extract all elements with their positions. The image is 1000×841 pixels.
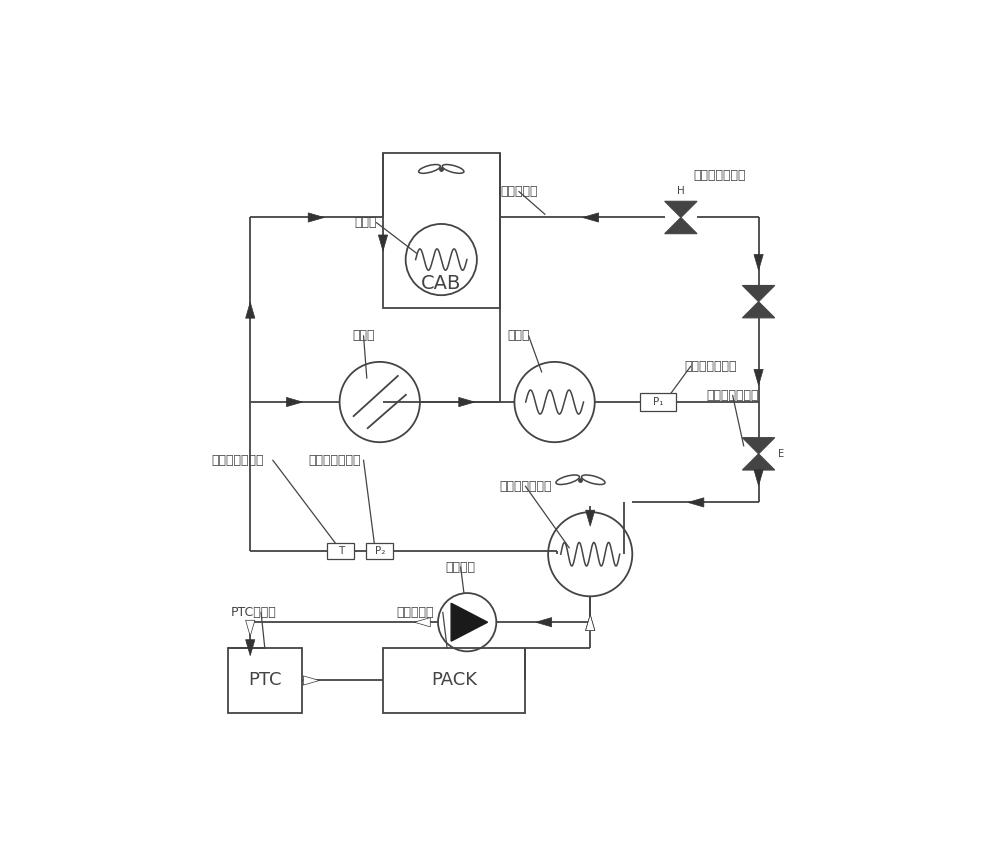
Text: T: T [338,546,344,556]
Text: 动力电池包: 动力电池包 [396,606,433,619]
Polygon shape [303,676,319,685]
Polygon shape [754,254,763,271]
Polygon shape [459,398,475,407]
Polygon shape [286,398,302,407]
Polygon shape [414,617,430,627]
Polygon shape [688,498,704,507]
Text: 蜆发器: 蜆发器 [354,216,377,229]
Polygon shape [451,603,488,641]
Text: E: E [778,449,784,459]
Text: 电子水泵: 电子水泵 [446,561,476,574]
Polygon shape [742,302,775,318]
Polygon shape [665,218,697,234]
Text: 冷媒压力传感器: 冷媒压力传感器 [684,360,737,373]
Polygon shape [536,617,552,627]
Polygon shape [754,369,763,385]
Text: CAB: CAB [421,274,461,293]
Polygon shape [586,615,595,631]
Text: 冷媒电控截止鄀: 冷媒电控截止鄀 [694,169,746,182]
Text: 压缩机: 压缩机 [352,330,375,342]
Text: 热力膨胀阀: 热力膨胀阀 [500,185,538,198]
Text: 冷媒压力传感器: 冷媒压力传感器 [309,454,361,467]
Polygon shape [742,437,775,454]
Text: PACK: PACK [431,671,477,690]
Polygon shape [246,302,255,318]
Polygon shape [586,510,595,526]
Polygon shape [754,470,763,486]
Polygon shape [246,621,255,637]
Polygon shape [378,235,388,251]
Polygon shape [583,213,599,222]
Text: 电池冷却换热器: 电池冷却换热器 [499,479,552,493]
Text: P₂: P₂ [375,546,385,556]
Polygon shape [246,640,255,656]
Text: 冷媒温度传感器: 冷媒温度传感器 [211,454,264,467]
Text: PTC: PTC [248,671,282,690]
Text: PTC加热器: PTC加热器 [231,606,277,619]
Text: 冷媒电子膨胀鄀: 冷媒电子膨胀鄀 [707,389,759,402]
Text: H: H [677,186,685,196]
Polygon shape [742,285,775,302]
Polygon shape [308,213,324,222]
Text: P₁: P₁ [653,397,663,407]
Text: 冷凝器: 冷凝器 [508,330,530,342]
Polygon shape [665,201,697,218]
Polygon shape [742,454,775,470]
Polygon shape [586,615,595,631]
